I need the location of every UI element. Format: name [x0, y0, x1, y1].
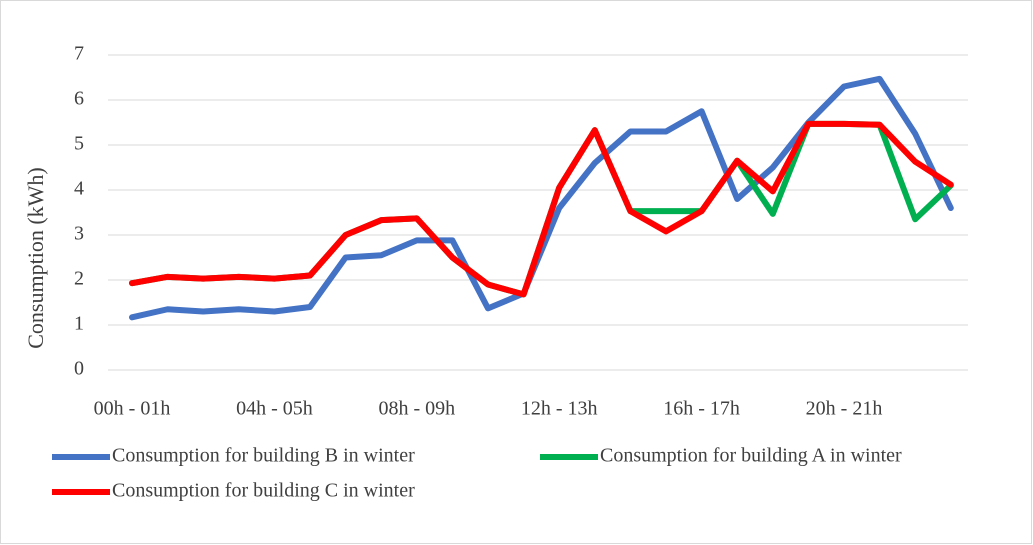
x-tick-label: 12h - 13h [521, 398, 598, 420]
y-tick-label: 5 [74, 133, 84, 155]
x-tick-label: 16h - 17h [663, 398, 740, 420]
legend-label: Consumption for building B in winter [112, 445, 415, 467]
data-line [129, 75, 954, 321]
y-tick-label: 3 [74, 223, 84, 245]
legend-label: Consumption for building A in winter [600, 445, 902, 467]
y-tick-label: 2 [74, 268, 84, 290]
y-tick-label: 1 [74, 313, 84, 335]
y-tick-label: 7 [74, 43, 84, 65]
y-tick-label: 6 [74, 88, 84, 110]
y-axis-label: Consumption (kWh) [23, 167, 48, 349]
legend-label: Consumption for building C in winter [112, 480, 415, 502]
x-tick-label: 08h - 09h [378, 398, 455, 420]
y-tick-label: 4 [74, 178, 84, 200]
data-line [129, 120, 954, 298]
x-tick-label: 20h - 21h [806, 398, 883, 420]
x-tick-label: 04h - 05h [236, 398, 313, 420]
y-tick-label: 0 [74, 358, 84, 380]
x-tick-label: 00h - 01h [94, 398, 171, 420]
